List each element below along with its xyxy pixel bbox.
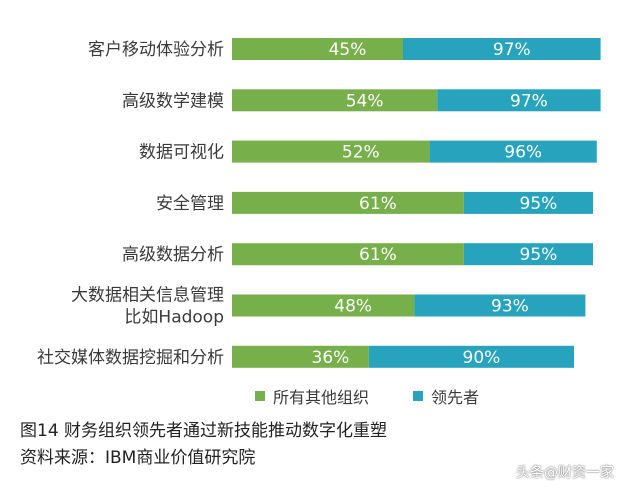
value-label-leaders: 97% [493, 40, 531, 60]
value-label-others: 45% [329, 40, 367, 60]
legend: 所有其他组织 领先者 [255, 384, 523, 408]
category-label: 大数据相关信息管理比如Hadoop [71, 286, 224, 328]
category-label: 数据可视化 [139, 143, 224, 163]
value-label-others: 61% [359, 194, 397, 214]
bar-others [232, 243, 464, 266]
value-label-others: 36% [312, 348, 350, 368]
category-label: 客户移动体验分析 [88, 40, 224, 60]
bar-leaders [403, 38, 601, 60]
value-label-leaders: 93% [491, 297, 529, 317]
stacked-bar-chart: 客户移动体验分析 45% 97% 高级数学建模 54% 97% 数据可视化 52% 96% 安全管… [37, 38, 601, 368]
legend-swatch-others [255, 391, 265, 401]
legend-label-others: 所有其他组织 [273, 388, 370, 407]
legend-item-others: 所有其他组织 [255, 384, 369, 408]
watermark: 头条@财资一家 [516, 465, 614, 481]
legend-label-leaders: 领先者 [431, 388, 480, 407]
bar-leaders [429, 140, 597, 163]
bar-others [232, 191, 464, 214]
value-label-leaders: 95% [520, 245, 558, 265]
bar-leaders [368, 345, 574, 368]
category-label: 高级数据分析 [122, 245, 224, 265]
source-note: 资料来源：IBM商业价值研究院 [20, 448, 256, 468]
value-label-others: 48% [334, 297, 372, 317]
value-label-others: 61% [359, 245, 397, 265]
bar-others [232, 89, 438, 112]
value-label-leaders: 96% [504, 143, 542, 163]
bar-others [232, 345, 369, 368]
value-label-others: 52% [342, 143, 380, 163]
category-label: 社交媒体数据挖掘和分析 [37, 348, 224, 368]
value-label-others: 54% [346, 91, 384, 111]
bar-others [232, 140, 430, 163]
bar-leaders [437, 89, 601, 112]
value-label-leaders: 95% [520, 194, 558, 214]
legend-item-leaders: 领先者 [413, 384, 479, 408]
category-label: 安全管理 [156, 194, 224, 214]
value-label-leaders: 97% [510, 91, 548, 111]
bar-leaders [463, 191, 593, 214]
category-label: 高级数学建模 [122, 91, 224, 111]
bar-others [232, 38, 403, 60]
bar-leaders [463, 243, 593, 266]
bar-leaders [414, 294, 586, 317]
legend-swatch-leaders [413, 391, 424, 401]
value-label-leaders: 90% [463, 348, 501, 368]
figure-caption: 图14 财务组织领先者通过新技能推动数字化重塑 [20, 421, 388, 441]
bar-others [232, 294, 415, 317]
